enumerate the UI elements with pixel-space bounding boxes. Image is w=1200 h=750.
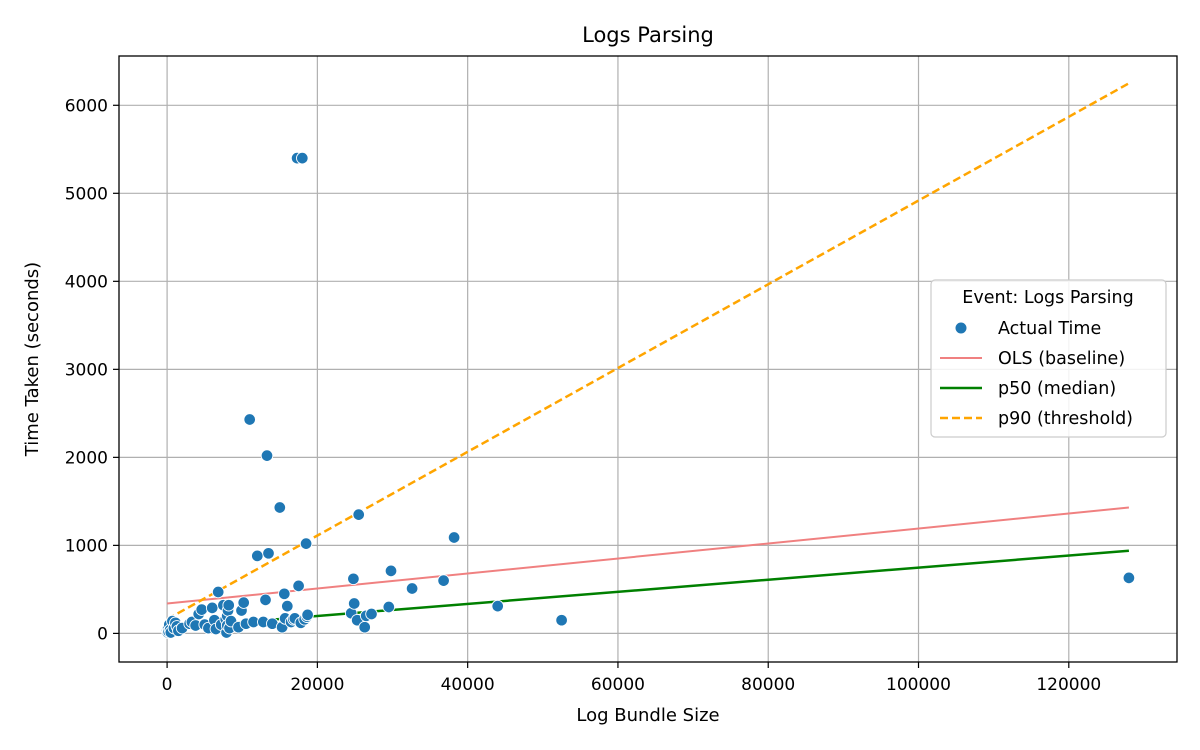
scatter-point	[222, 598, 235, 612]
y-tick-label: 1000	[65, 536, 108, 556]
x-tick-label: 0	[162, 675, 173, 695]
scatter-point	[296, 151, 309, 165]
legend-title: Event: Logs Parsing	[962, 288, 1133, 308]
scatter-point	[259, 593, 272, 607]
scatter-point	[347, 572, 360, 586]
legend-box	[930, 279, 1167, 438]
plot-frame	[118, 55, 1178, 663]
legend-label-p50: p50 (median)	[998, 379, 1116, 399]
p90-threshold-line	[166, 82, 1130, 621]
lines-layer	[166, 82, 1130, 630]
scatter-point	[195, 603, 208, 616]
y-tick-label: 0	[97, 624, 108, 644]
scatter-point	[447, 531, 461, 544]
scatter-point	[281, 599, 294, 613]
scatter-point	[205, 601, 219, 615]
x-tick-label: 80000	[741, 675, 795, 695]
legend-label-actual-time: Actual Time	[998, 319, 1101, 339]
scatter-point	[358, 620, 371, 634]
scatter-point	[262, 547, 275, 560]
grid-layer	[119, 56, 1177, 662]
scatter-point	[211, 585, 225, 599]
x-tick-label: 60000	[591, 675, 645, 695]
scatter-point	[278, 587, 291, 601]
scatter-point	[491, 599, 504, 613]
x-tick-label: 20000	[290, 675, 344, 695]
p50-median-line	[166, 549, 1130, 630]
scatter-point	[555, 613, 568, 627]
y-tick-label: 5000	[65, 184, 108, 204]
y-tick-label: 3000	[65, 360, 108, 380]
legend-marker-actual-time	[954, 321, 968, 335]
y-axis-label: Time Taken (seconds)	[22, 262, 43, 457]
scatter-point	[347, 597, 361, 610]
scatter-point	[260, 449, 274, 462]
y-tick-label: 6000	[65, 96, 108, 116]
ticks-layer: 0 20000 40000 60000 80000 100000 120000 0 1000 20…	[65, 96, 1102, 695]
scatter-point	[382, 600, 396, 614]
scatter-point	[251, 549, 264, 563]
x-tick-label: 40000	[441, 675, 495, 695]
chart-title: Logs Parsing	[582, 23, 714, 47]
scatter-point	[299, 537, 313, 550]
y-tick-label: 4000	[65, 272, 108, 292]
y-tick-label: 2000	[65, 448, 108, 468]
legend-label-ols: OLS (baseline)	[998, 349, 1125, 369]
scatter-point	[437, 574, 450, 587]
scatter-point	[384, 564, 398, 578]
scatter-point	[243, 413, 256, 426]
legend-label-p90: p90 (threshold)	[998, 409, 1133, 429]
scatter-point	[352, 508, 365, 521]
x-tick-label: 120000	[1036, 675, 1101, 695]
legend: Event: Logs Parsing Actual Time OLS (bas…	[930, 279, 1167, 438]
scatter-point	[273, 501, 287, 514]
scatter-point	[292, 579, 305, 593]
ols-baseline-line	[167, 506, 1129, 605]
points-layer	[160, 151, 1136, 639]
scatter-point	[301, 608, 314, 622]
x-tick-label: 100000	[886, 675, 951, 695]
scatter-point	[237, 596, 250, 609]
scatter-point	[1122, 571, 1136, 585]
scatter-point	[405, 582, 419, 595]
scatter-point	[365, 607, 378, 621]
x-axis-label: Log Bundle Size	[576, 705, 719, 726]
